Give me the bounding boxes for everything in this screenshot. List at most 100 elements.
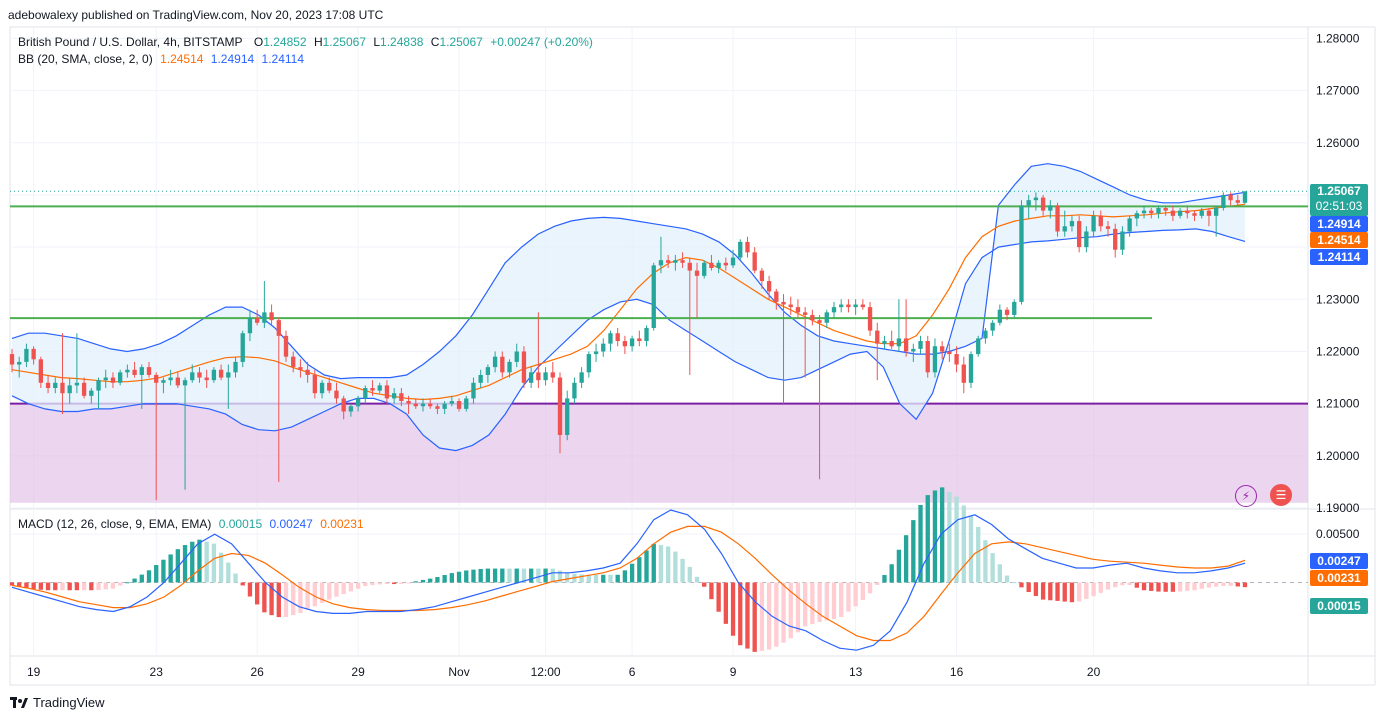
candle-body [1105,226,1111,229]
macd-histogram-bar [413,581,418,583]
macd-histogram-bar [226,562,231,583]
brand-name: TradingView [33,695,105,710]
us-flag-icon[interactable]: ☰ [1270,484,1292,506]
candle-body [406,401,411,404]
candle-body [305,369,310,375]
candle-body [716,262,721,268]
candle-body [983,330,988,339]
macd-histogram-bar [1026,582,1031,593]
macd-histogram-bar [918,504,923,583]
macd-histogram-bar [370,582,375,586]
candle-body [110,377,116,383]
macd-signal-line [11,525,1246,642]
macd-histogram-bar [846,582,851,612]
macd-histogram-bar [795,582,801,633]
candle-body [1012,301,1017,315]
macd-histogram-bar [860,582,866,600]
candle-body [262,312,267,323]
macd-line-value: 0.00247 [269,517,313,531]
candle-body [24,348,29,362]
candle-body [154,374,159,383]
candle-body [918,341,923,349]
candle-body [81,382,87,396]
macd-histogram-bar [132,578,137,583]
macd-histogram-bar [204,541,209,583]
candle-body [161,380,166,383]
candle-body [939,346,945,352]
macd-histogram-bar [464,570,469,583]
brand-logo[interactable]: TradingView [10,695,105,710]
macd-histogram-bar [384,582,390,585]
candle-body [1228,194,1233,201]
macd-histogram-bar [593,574,599,583]
candle-body [471,382,476,399]
macd-histogram-bar [976,526,981,583]
candle-body [896,338,902,347]
candle-body [521,351,527,383]
time-tick-label: 19 [27,665,41,679]
candle-body [637,338,642,342]
candle-body [355,398,361,407]
candle-body [579,372,584,383]
macd-histogram-bar [81,582,87,591]
candle-body [651,265,656,328]
macd-histogram-bar [903,535,909,583]
macd-histogram-bar [406,582,411,584]
candle-body [478,374,483,383]
candle-body [211,369,217,381]
macd-tick-label: 0.00500 [1316,527,1360,541]
candle-body [327,382,332,391]
candle-body [781,301,786,305]
macd-histogram-bar [738,582,743,646]
candle-body [687,262,692,271]
macd-histogram-bar [759,582,765,651]
candle-body [276,320,281,336]
macd-histogram-bar [1213,582,1219,587]
candle-body [557,377,563,435]
macd-histogram-bar [38,582,44,590]
candle-body [1221,194,1226,208]
macd-signal-value: 0.00231 [320,517,364,531]
macd-histogram-bar [240,582,245,586]
macd-histogram-bar [565,572,570,583]
candle-body [831,307,837,313]
macd-histogram-bar [925,495,930,583]
candle-body [254,317,260,323]
candle-body [74,382,80,386]
macd-histogram-bar [291,582,296,616]
change-value: +0.00247 (+0.20%) [490,35,593,49]
macd-histogram-bar [1156,582,1161,592]
macd-histogram-bar [1055,582,1060,601]
candle-body [500,356,505,373]
candle-body [291,356,296,368]
candle-body [9,354,15,365]
bb-lower-value: 1.24114 [261,52,305,66]
candle-body [766,281,772,292]
macd-histogram-bar [67,582,72,591]
macd-histogram-bar [839,582,844,617]
macd-histogram-bar [810,582,815,625]
macd-histogram-bar [694,576,700,583]
candle-body [853,304,858,308]
candle-body [132,369,137,375]
candle-body [846,304,851,308]
macd-histogram-bar [312,582,318,607]
candle-body [550,372,555,378]
macd-histogram-bar [1235,582,1240,587]
macd-histogram-bar [702,582,707,587]
time-tick-label: 6 [629,665,636,679]
macd-histogram-bar [355,582,361,589]
candle-body [954,354,959,365]
lightning-icon[interactable]: ⚡ [1235,485,1257,507]
candle-body [911,348,916,352]
candle-body [182,380,188,386]
candle-body [824,312,829,323]
macd-histogram-bar [665,546,671,583]
time-tick-label: 26 [250,665,264,679]
macd-histogram-bar [673,551,678,583]
macd-histogram-bar [1076,582,1082,602]
macd-histogram-bar [875,582,880,585]
macd-histogram-bar [298,582,303,613]
candle-body [226,372,231,378]
